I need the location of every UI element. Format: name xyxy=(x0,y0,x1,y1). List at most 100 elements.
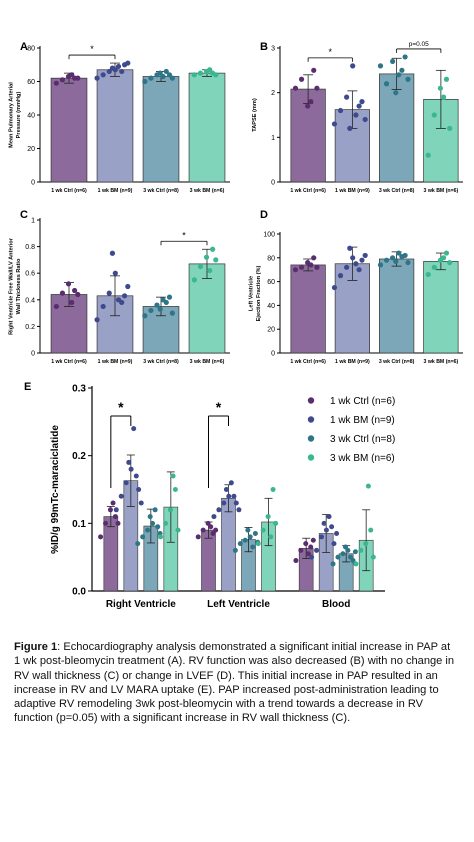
y-tick-label: 40 xyxy=(27,113,35,120)
y-tick-label: 1 xyxy=(31,218,35,225)
sig-label: * xyxy=(90,44,94,54)
data-point xyxy=(205,520,211,526)
legend-label: 1 wk Ctrl (n=6) xyxy=(330,396,395,407)
bar xyxy=(379,73,415,183)
y-tick-label: 0 xyxy=(31,180,35,187)
panel-letter: B xyxy=(260,41,268,53)
data-point xyxy=(308,99,314,105)
data-point xyxy=(353,561,359,567)
data-point xyxy=(347,554,353,560)
data-point xyxy=(167,507,173,513)
data-point xyxy=(396,72,402,78)
data-point xyxy=(402,54,408,60)
data-point xyxy=(353,261,359,267)
data-point xyxy=(353,112,359,118)
data-point xyxy=(98,534,104,540)
data-point xyxy=(344,264,350,270)
x-tick-label: 1 wk Ctrl (n=6) xyxy=(51,359,87,365)
data-point xyxy=(359,99,365,105)
data-point xyxy=(365,483,371,489)
data-point xyxy=(347,245,353,251)
data-point xyxy=(147,514,153,520)
y-tick-label: 2 xyxy=(271,90,275,97)
data-point xyxy=(303,541,309,547)
data-point xyxy=(115,63,122,70)
figure-caption: Figure 1: Echocardiography analysis demo… xyxy=(14,640,459,726)
data-point xyxy=(208,524,214,530)
data-point xyxy=(431,112,437,118)
data-point xyxy=(405,259,411,266)
sig-label: * xyxy=(182,230,186,240)
data-point xyxy=(308,544,314,550)
data-point xyxy=(447,125,453,131)
data-point xyxy=(399,67,405,73)
data-point xyxy=(350,558,356,564)
data-point xyxy=(53,303,59,310)
data-point xyxy=(228,480,234,486)
data-point xyxy=(154,302,160,308)
data-point xyxy=(440,255,447,261)
data-point xyxy=(298,76,305,82)
data-point xyxy=(383,81,390,87)
data-point xyxy=(166,72,173,78)
x-tick-label: 1 wk BM (n=9) xyxy=(98,359,133,365)
sig-label: p=0.05 xyxy=(409,41,429,48)
data-point xyxy=(169,310,175,316)
data-point xyxy=(109,65,116,71)
data-point xyxy=(255,541,261,547)
bar xyxy=(201,529,216,592)
data-point xyxy=(216,507,222,513)
data-point xyxy=(236,507,242,513)
data-point xyxy=(125,60,131,66)
x-tick-label: 3 wk Ctrl (n=8) xyxy=(143,359,179,365)
panel-letter: E xyxy=(24,381,31,393)
data-point xyxy=(370,554,376,560)
data-point xyxy=(314,264,320,270)
data-point xyxy=(140,534,146,540)
x-tick-label: 3 wk BM (n=6) xyxy=(190,188,225,194)
data-point xyxy=(344,94,350,100)
y-tick-label: 0.3 xyxy=(72,384,86,395)
data-point xyxy=(233,500,239,506)
data-point xyxy=(128,466,134,472)
data-point xyxy=(390,255,396,261)
panel-c: C 0 0.2 0.4 0.6 0.8 1 Right Ventricle Free Wall… xyxy=(8,209,230,365)
data-point xyxy=(393,90,399,96)
data-point xyxy=(363,541,369,547)
data-point xyxy=(166,294,173,300)
panel-b: B 0 1 2 3 TAPSE (mm) 1 wk Ctrl (n=6) 1 wk BM (n… xyxy=(252,41,463,194)
data-point xyxy=(152,507,158,513)
data-point xyxy=(175,527,181,533)
y-tick-label: 0.8 xyxy=(25,244,35,251)
data-point xyxy=(157,70,163,76)
bar xyxy=(50,77,88,183)
x-tick-label: 3 wk BM (n=6) xyxy=(424,188,459,194)
x-tick-label: 3 wk Ctrl (n=8) xyxy=(379,359,415,365)
data-point xyxy=(326,514,332,520)
data-point xyxy=(211,514,217,520)
sig-label: * xyxy=(216,399,222,415)
data-point xyxy=(172,487,178,492)
x-tick-label: 1 wk Ctrl (n=6) xyxy=(290,188,326,194)
data-point xyxy=(440,94,447,100)
data-point xyxy=(352,549,358,555)
data-point xyxy=(402,252,408,259)
data-point xyxy=(358,547,364,553)
sig-label: * xyxy=(118,399,124,415)
data-point xyxy=(293,558,299,564)
y-tick-label: 0.4 xyxy=(25,297,35,304)
data-point xyxy=(377,63,384,69)
data-point xyxy=(158,534,164,540)
data-point xyxy=(335,554,341,560)
data-point xyxy=(431,264,437,270)
x-tick-label: Blood xyxy=(322,599,350,610)
x-tick-label: 1 wk Ctrl (n=6) xyxy=(290,359,326,365)
data-point xyxy=(393,258,399,264)
y-axis-title: Mean Pulmonary Arterial xyxy=(8,82,14,148)
legend-marker xyxy=(307,397,315,404)
data-point xyxy=(155,524,161,530)
data-point xyxy=(195,534,201,540)
data-point xyxy=(138,500,144,506)
data-point xyxy=(323,527,329,533)
data-point xyxy=(131,426,137,432)
